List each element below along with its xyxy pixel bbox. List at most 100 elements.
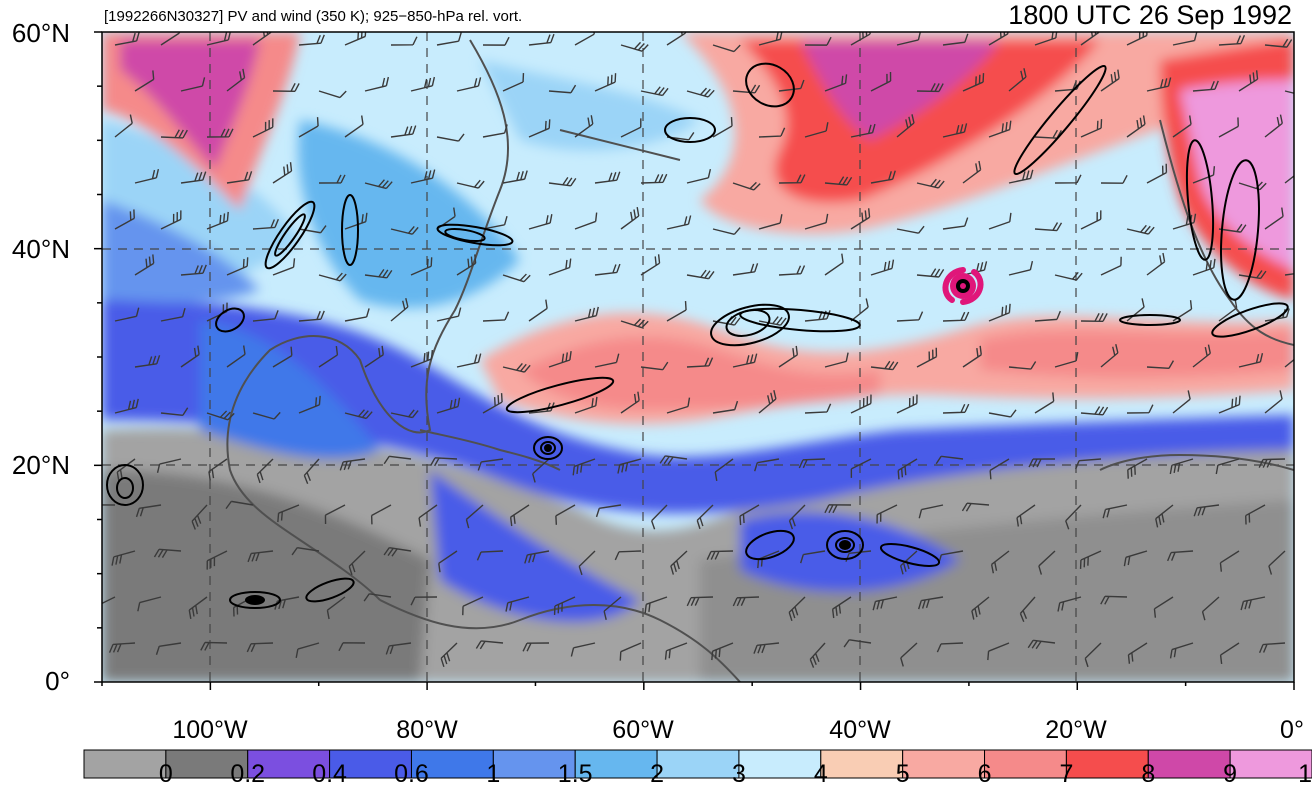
wind-barb — [712, 400, 739, 414]
wind-barb — [226, 345, 246, 368]
coastlines — [226, 39, 1294, 682]
colorbar-label: 3 — [731, 760, 746, 788]
colorbar-label: 0 — [158, 760, 173, 788]
map-title: [1992266N30327] PV and wind (350 K); 925… — [104, 8, 523, 25]
wind-barb — [436, 32, 462, 46]
wind-barb — [482, 36, 510, 46]
wind-barb — [134, 70, 155, 92]
wind-barb — [1102, 504, 1128, 519]
colorbar-label: 7 — [1059, 760, 1074, 788]
wind-barb — [916, 83, 944, 93]
wind-barb — [809, 642, 826, 668]
wind-barb — [111, 550, 136, 566]
wind-barb — [226, 171, 253, 184]
wind-barb — [916, 178, 945, 189]
lat-label-40n: 40°N — [11, 234, 70, 264]
wind-barb — [1126, 298, 1145, 322]
wind-barb — [324, 504, 346, 525]
wind-barb — [522, 642, 550, 652]
wind-barb — [418, 504, 438, 527]
wind-barb — [706, 550, 734, 560]
wind-barb — [1079, 550, 1102, 569]
wind-barb — [318, 174, 346, 184]
wind-barb — [850, 458, 872, 478]
wind-barb — [252, 310, 279, 322]
wind-barb — [640, 254, 661, 276]
lon-label-40w: 40°W — [829, 716, 891, 744]
wind-barb — [1038, 550, 1056, 575]
wind-barb — [206, 211, 229, 230]
wind-barb — [1218, 117, 1239, 138]
wind-barb — [160, 407, 189, 416]
wind-barb — [824, 74, 848, 92]
wind-barb — [824, 253, 844, 276]
wind-barb — [272, 83, 300, 93]
wind-barb — [528, 214, 553, 230]
colorbar-label: 0.6 — [394, 760, 429, 788]
wind-barb — [505, 596, 530, 612]
wind-barb — [252, 32, 272, 46]
colorbar-box — [165, 749, 249, 779]
wind-barb — [532, 458, 550, 483]
wind-barb — [114, 209, 135, 230]
wind-barb — [594, 171, 621, 184]
wind-barb — [1264, 38, 1293, 48]
wind-barb — [438, 550, 458, 573]
wind-barb — [872, 596, 898, 611]
wind-barb — [318, 345, 339, 368]
wind-barb — [524, 550, 550, 564]
lat-label-20n: 20°N — [11, 450, 70, 480]
map-timestamp: 1800 UTC 26 Sep 1992 — [1008, 0, 1292, 30]
wind-barb — [918, 504, 944, 519]
wind-barb — [831, 596, 852, 619]
lon-label-20w: 20°W — [1045, 716, 1107, 744]
wind-barb — [528, 119, 551, 138]
wind-barb — [1008, 361, 1037, 370]
wind-barb — [390, 125, 417, 138]
wind-barb — [897, 458, 918, 480]
wind-barb — [1127, 642, 1148, 664]
wind-barb — [870, 360, 899, 371]
wind-barb — [778, 345, 799, 368]
wind-barb — [1264, 207, 1284, 230]
wind-barb — [798, 458, 826, 469]
wind-barb — [252, 118, 274, 138]
wind-barb — [1019, 596, 1036, 623]
lat-label-0: 0° — [45, 666, 70, 696]
wind-barb — [987, 642, 1010, 661]
wind-barb — [1218, 35, 1246, 46]
wind-barb — [160, 129, 188, 139]
wind-barb — [102, 596, 116, 616]
wind-barb — [134, 168, 160, 184]
wind-barb — [277, 504, 300, 523]
wind-barb — [1219, 550, 1240, 572]
wind-barb — [135, 504, 162, 518]
wind-barb — [1080, 406, 1109, 416]
wind-barb — [208, 458, 228, 481]
wind-barb — [1054, 351, 1079, 368]
wind-barb — [650, 504, 668, 530]
wind-barb — [385, 642, 412, 655]
wind-barb — [390, 36, 418, 46]
wind-barb — [318, 90, 347, 99]
wind-barb — [670, 550, 688, 575]
wind-barb — [696, 504, 714, 530]
wind-barb — [509, 504, 530, 527]
wind-barb — [686, 596, 714, 607]
wind-barb — [502, 73, 525, 92]
wind-barb — [962, 73, 985, 92]
wind-barb — [1192, 258, 1216, 276]
wind-barb — [298, 117, 319, 138]
wind-barb — [548, 84, 577, 94]
wind-barb — [114, 32, 140, 46]
wind-barb — [555, 504, 576, 525]
wind-barb — [482, 393, 503, 414]
wind-barb — [1008, 68, 1027, 92]
wind-barb — [620, 207, 640, 230]
wind-barb — [758, 390, 777, 414]
wind-barb — [574, 396, 598, 414]
wind-barb — [594, 73, 617, 92]
wind-barb — [714, 458, 734, 481]
wind-barb — [712, 116, 733, 138]
wind-barb — [686, 87, 715, 98]
